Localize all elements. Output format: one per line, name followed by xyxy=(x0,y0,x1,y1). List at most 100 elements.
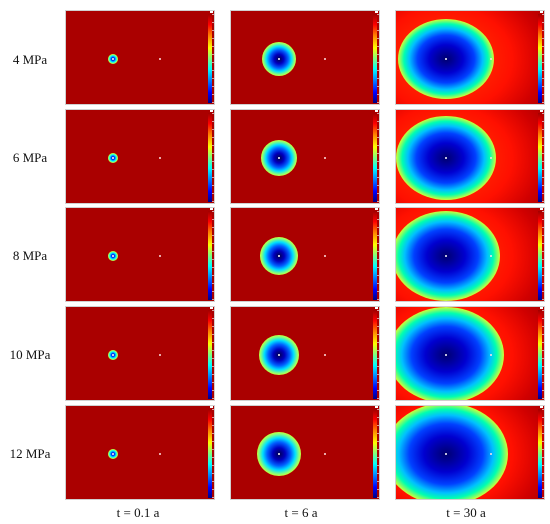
contour-panel-12mpa-t01 xyxy=(65,405,215,500)
colorbar-title-mark xyxy=(210,11,213,13)
colorbar-ticks xyxy=(212,310,214,399)
injection-point-marker xyxy=(445,354,447,356)
colorbar xyxy=(538,310,542,399)
injection-point-marker xyxy=(112,58,114,60)
colorbar xyxy=(373,113,377,202)
colorbar-ticks xyxy=(212,211,214,300)
monitoring-point-marker xyxy=(490,58,492,60)
colorbar-title-mark xyxy=(210,406,213,408)
colorbar-title-mark xyxy=(540,307,543,309)
colorbar xyxy=(538,113,542,202)
contour-panel-6mpa-t30 xyxy=(395,109,545,204)
row-label-4mpa: 4 MPa xyxy=(12,52,48,67)
colorbar-title-mark xyxy=(375,208,378,210)
col-label-t01: t = 0.1 a xyxy=(116,505,160,520)
contour-panel-4mpa-t30 xyxy=(395,10,545,105)
monitoring-point-marker xyxy=(159,157,161,159)
monitoring-point-marker xyxy=(490,157,492,159)
colorbar xyxy=(208,310,212,399)
colorbar xyxy=(373,310,377,399)
contour-panel-12mpa-t30 xyxy=(395,405,545,500)
colorbar-ticks xyxy=(377,14,379,103)
col-label-t6: t = 6 a xyxy=(284,505,318,520)
injection-point-marker xyxy=(445,453,447,455)
injection-point-marker xyxy=(112,255,114,257)
injection-point-marker xyxy=(278,157,280,159)
contour-panel-10mpa-t6 xyxy=(230,306,380,401)
colorbar-title-mark xyxy=(540,208,543,210)
monitoring-point-marker xyxy=(490,255,492,257)
injection-point-marker xyxy=(112,157,114,159)
colorbar-title-mark xyxy=(375,307,378,309)
colorbar-ticks xyxy=(377,409,379,498)
injection-point-marker xyxy=(445,255,447,257)
colorbar xyxy=(373,211,377,300)
injection-point-marker xyxy=(278,354,280,356)
contour-panel-8mpa-t6 xyxy=(230,207,380,302)
contour-panel-8mpa-t01 xyxy=(65,207,215,302)
colorbar-title-mark xyxy=(540,110,543,112)
colorbar-title-mark xyxy=(540,406,543,408)
injection-point-marker xyxy=(445,157,447,159)
colorbar-title-mark xyxy=(210,307,213,309)
colorbar-ticks xyxy=(542,409,544,498)
colorbar xyxy=(208,14,212,103)
monitoring-point-marker xyxy=(159,354,161,356)
monitoring-point-marker xyxy=(490,453,492,455)
colorbar-ticks xyxy=(212,409,214,498)
colorbar xyxy=(208,409,212,498)
injection-point-marker xyxy=(445,58,447,60)
colorbar-ticks xyxy=(542,14,544,103)
contour-panel-6mpa-t01 xyxy=(65,109,215,204)
colorbar xyxy=(538,409,542,498)
contour-panel-8mpa-t30 xyxy=(395,207,545,302)
colorbar-ticks xyxy=(377,113,379,202)
colorbar-ticks xyxy=(542,211,544,300)
colorbar-title-mark xyxy=(210,110,213,112)
colorbar-ticks xyxy=(212,14,214,103)
col-label-t30: t = 30 a xyxy=(446,505,486,520)
injection-point-marker xyxy=(112,453,114,455)
colorbar-title-mark xyxy=(540,11,543,13)
colorbar xyxy=(373,14,377,103)
row-label-6mpa: 6 MPa xyxy=(12,150,48,165)
injection-point-marker xyxy=(278,58,280,60)
monitoring-point-marker xyxy=(159,453,161,455)
row-label-12mpa: 12 MPa xyxy=(9,446,51,461)
monitoring-point-marker xyxy=(490,354,492,356)
contour-panel-4mpa-t6 xyxy=(230,10,380,105)
monitoring-point-marker xyxy=(324,255,326,257)
colorbar-ticks xyxy=(377,211,379,300)
monitoring-point-marker xyxy=(159,58,161,60)
injection-point-marker xyxy=(112,354,114,356)
pressure-plume xyxy=(396,406,508,499)
monitoring-point-marker xyxy=(324,453,326,455)
contour-panel-4mpa-t01 xyxy=(65,10,215,105)
contour-panel-10mpa-t30 xyxy=(395,306,545,401)
colorbar xyxy=(208,211,212,300)
colorbar-ticks xyxy=(212,113,214,202)
pressure-plume xyxy=(396,307,504,400)
colorbar-title-mark xyxy=(375,11,378,13)
row-label-8mpa: 8 MPa xyxy=(12,248,48,263)
colorbar-title-mark xyxy=(375,406,378,408)
row-label-10mpa: 10 MPa xyxy=(9,347,51,362)
colorbar-title-mark xyxy=(210,208,213,210)
colorbar xyxy=(538,14,542,103)
pressure-plume xyxy=(396,211,500,301)
injection-point-marker xyxy=(278,255,280,257)
monitoring-point-marker xyxy=(324,58,326,60)
contour-panel-10mpa-t01 xyxy=(65,306,215,401)
colorbar-title-mark xyxy=(375,110,378,112)
monitoring-point-marker xyxy=(159,255,161,257)
contour-panel-12mpa-t6 xyxy=(230,405,380,500)
colorbar-ticks xyxy=(542,310,544,399)
monitoring-point-marker xyxy=(324,157,326,159)
colorbar xyxy=(373,409,377,498)
colorbar-ticks xyxy=(377,310,379,399)
contour-panel-6mpa-t6 xyxy=(230,109,380,204)
monitoring-point-marker xyxy=(324,354,326,356)
colorbar xyxy=(208,113,212,202)
colorbar xyxy=(538,211,542,300)
colorbar-ticks xyxy=(542,113,544,202)
